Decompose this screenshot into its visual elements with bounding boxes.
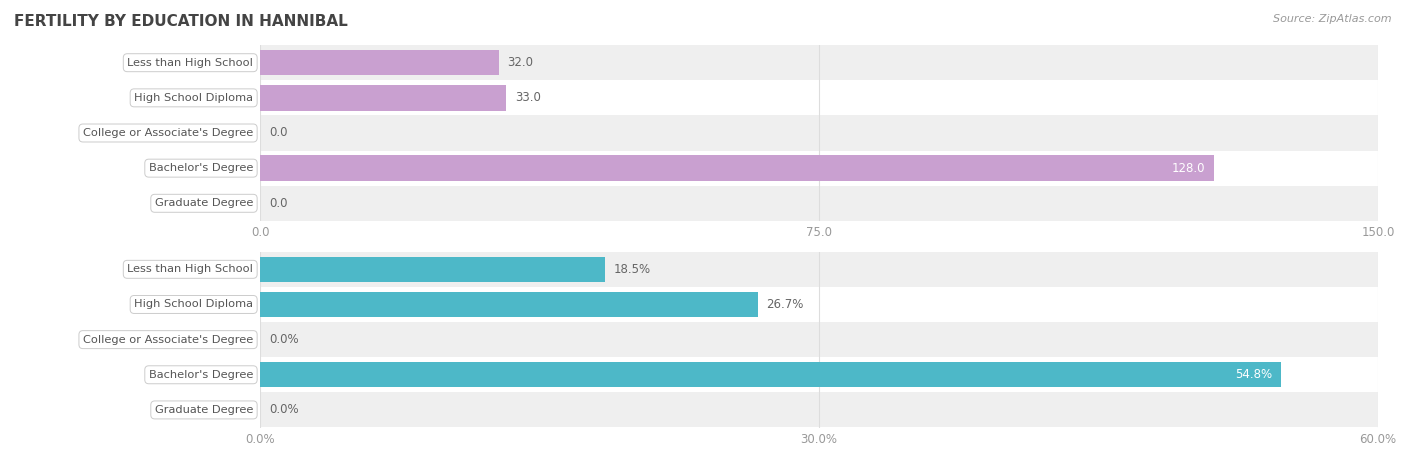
- Text: 32.0: 32.0: [508, 56, 533, 69]
- Bar: [260, 80, 1378, 115]
- Bar: [260, 287, 1378, 322]
- Bar: [260, 292, 758, 317]
- Bar: [260, 357, 1378, 392]
- Bar: [260, 392, 1378, 428]
- Bar: [260, 151, 1378, 186]
- Text: 0.0: 0.0: [269, 197, 288, 210]
- Text: Graduate Degree: Graduate Degree: [155, 405, 253, 415]
- Bar: [260, 50, 499, 76]
- Text: Less than High School: Less than High School: [128, 264, 253, 275]
- Bar: [260, 322, 1378, 357]
- Text: 33.0: 33.0: [515, 91, 541, 104]
- Text: 0.0%: 0.0%: [269, 333, 298, 346]
- Text: 128.0: 128.0: [1171, 162, 1205, 175]
- Text: Source: ZipAtlas.com: Source: ZipAtlas.com: [1274, 14, 1392, 24]
- Text: 54.8%: 54.8%: [1234, 368, 1272, 381]
- Bar: [260, 85, 506, 111]
- Bar: [260, 115, 1378, 151]
- Text: Graduate Degree: Graduate Degree: [155, 198, 253, 209]
- Bar: [260, 155, 1213, 181]
- Text: Bachelor's Degree: Bachelor's Degree: [149, 163, 253, 173]
- Text: College or Associate's Degree: College or Associate's Degree: [83, 128, 253, 138]
- Text: 26.7%: 26.7%: [766, 298, 804, 311]
- Text: Bachelor's Degree: Bachelor's Degree: [149, 370, 253, 380]
- Bar: [260, 252, 1378, 287]
- Text: FERTILITY BY EDUCATION IN HANNIBAL: FERTILITY BY EDUCATION IN HANNIBAL: [14, 14, 347, 29]
- Bar: [260, 362, 1281, 388]
- Text: 0.0: 0.0: [269, 126, 288, 140]
- Bar: [260, 186, 1378, 221]
- Text: College or Associate's Degree: College or Associate's Degree: [83, 334, 253, 345]
- Bar: [260, 45, 1378, 80]
- Bar: [260, 256, 605, 282]
- Text: Less than High School: Less than High School: [128, 57, 253, 68]
- Text: 0.0%: 0.0%: [269, 403, 298, 417]
- Text: High School Diploma: High School Diploma: [134, 93, 253, 103]
- Text: High School Diploma: High School Diploma: [134, 299, 253, 310]
- Text: 18.5%: 18.5%: [613, 263, 651, 276]
